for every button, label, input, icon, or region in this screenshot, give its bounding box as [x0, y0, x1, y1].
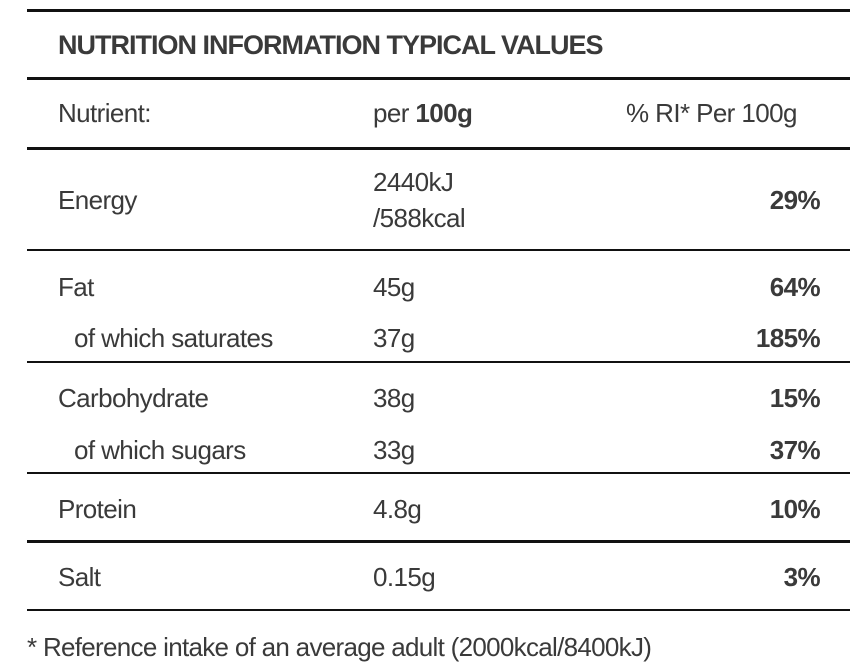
header-nutrient: Nutrient:: [58, 98, 151, 128]
rule: [27, 147, 850, 150]
nutrient: Protein: [58, 494, 137, 524]
ri: 10%: [769, 494, 821, 524]
per-100g: 45g: [373, 272, 415, 302]
nutrient: Fat: [58, 272, 94, 302]
nutrient: Energy: [58, 185, 137, 215]
footnote: * Reference intake of an average adult (…: [27, 632, 652, 662]
header-per-unit: 100g: [415, 98, 473, 128]
rule: [27, 609, 850, 611]
rule: [27, 361, 850, 363]
per-100g: 38g: [373, 383, 415, 413]
per-100g: 33g: [373, 435, 415, 465]
rule: [27, 77, 850, 80]
per-100g: 4.8g: [373, 494, 422, 524]
header-ri: % RI* Per 100g: [626, 98, 797, 128]
per-100g: /588kcal: [373, 203, 466, 233]
ri: 3%: [783, 562, 821, 592]
per-100g: 0.15g: [373, 562, 436, 592]
nutrient: Carbohydrate: [58, 383, 209, 413]
rule: [27, 472, 850, 474]
ri: 29%: [769, 185, 821, 215]
rule: [27, 9, 850, 12]
per-100g: 37g: [373, 323, 415, 353]
header-per-text: per: [373, 98, 409, 128]
ri: 185%: [755, 323, 821, 353]
ri: 15%: [769, 383, 821, 413]
sub-nutrient: of which saturates: [74, 323, 273, 353]
ri: 64%: [769, 272, 821, 302]
per-100g: 2440kJ: [373, 167, 454, 197]
ri: 37%: [769, 435, 821, 465]
rule: [27, 249, 850, 251]
sub-nutrient: of which sugars: [74, 435, 246, 465]
rule: [27, 540, 850, 543]
nutrient: Salt: [58, 562, 101, 592]
header-per: per 100g: [373, 98, 473, 128]
title: NUTRITION INFORMATION TYPICAL VALUES: [58, 30, 603, 60]
